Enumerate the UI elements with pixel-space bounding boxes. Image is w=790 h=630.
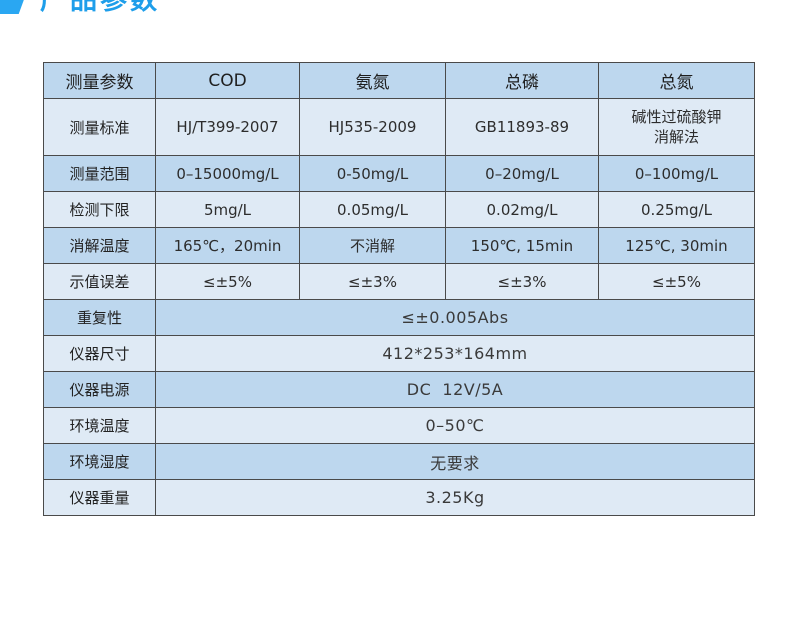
wide-value-cell: 0–50℃ — [155, 407, 755, 444]
value-cell: 0.02mg/L — [445, 191, 599, 228]
table-row-indication-error: 示值误差 ≤±5% ≤±3% ≤±3% ≤±5% — [43, 263, 755, 300]
table-row-instrument-size: 仪器尺寸 412*253*164mm — [43, 335, 755, 372]
value-cell: 150℃, 15min — [445, 227, 599, 264]
value-cell: 0-50mg/L — [299, 155, 446, 192]
value-cell: 0.05mg/L — [299, 191, 446, 228]
header-cell-total-nitrogen: 总氮 — [598, 62, 755, 99]
wide-value-cell: 无要求 — [155, 443, 755, 480]
value-line: 碱性过硫酸钾 — [631, 108, 722, 126]
value-cell: ≤±5% — [598, 263, 755, 300]
value-cell: ≤±3% — [445, 263, 599, 300]
header-cell-total-phosphorus: 总磷 — [445, 62, 599, 99]
value-cell: 165℃，20min — [155, 227, 300, 264]
row-label: 仪器尺寸 — [43, 335, 156, 372]
row-label: 测量范围 — [43, 155, 156, 192]
value-cell: ≤±3% — [299, 263, 446, 300]
product-parameters-table: 测量参数 COD 氨氮 总磷 总氮 测量标准 HJ/T399-2007 HJ53… — [43, 62, 755, 516]
row-label: 仪器重量 — [43, 479, 156, 516]
value-line: 消解法 — [653, 128, 699, 146]
header-cell-cod: COD — [155, 62, 300, 99]
value-cell: ≤±5% — [155, 263, 300, 300]
value-cell: 0–15000mg/L — [155, 155, 300, 192]
row-label: 检测下限 — [43, 191, 156, 228]
row-label: 测量标准 — [43, 98, 156, 156]
table-row-repeatability: 重复性 ≤±0.005Abs — [43, 299, 755, 336]
row-label: 消解温度 — [43, 227, 156, 264]
table-row-range: 测量范围 0–15000mg/L 0-50mg/L 0–20mg/L 0–100… — [43, 155, 755, 192]
row-label: 环境温度 — [43, 407, 156, 444]
row-label: 示值误差 — [43, 263, 156, 300]
section-header: 产品参数 — [0, 0, 790, 20]
table-row-instrument-weight: 仪器重量 3.25Kg — [43, 479, 755, 516]
table-row-standard: 测量标准 HJ/T399-2007 HJ535-2009 GB11893-89 … — [43, 98, 755, 156]
table-row-digestion-temperature: 消解温度 165℃，20min 不消解 150℃, 15min 125℃, 30… — [43, 227, 755, 264]
table-row-ambient-humidity: 环境湿度 无要求 — [43, 443, 755, 480]
value-cell: 0.25mg/L — [598, 191, 755, 228]
table-row-detection-limit: 检测下限 5mg/L 0.05mg/L 0.02mg/L 0.25mg/L — [43, 191, 755, 228]
row-label: 重复性 — [43, 299, 156, 336]
row-label: 环境湿度 — [43, 443, 156, 480]
value-cell: 碱性过硫酸钾 消解法 — [598, 98, 755, 156]
value-cell: 125℃, 30min — [598, 227, 755, 264]
wide-value-cell: 412*253*164mm — [155, 335, 755, 372]
section-title: 产品参数 — [40, 0, 160, 16]
value-cell: HJ/T399-2007 — [155, 98, 300, 156]
wide-value-cell: ≤±0.005Abs — [155, 299, 755, 336]
header-accent-bar — [0, 0, 26, 14]
value-cell: 5mg/L — [155, 191, 300, 228]
value-cell: 0–100mg/L — [598, 155, 755, 192]
value-cell: 不消解 — [299, 227, 446, 264]
value-cell: 0–20mg/L — [445, 155, 599, 192]
wide-value-cell: 3.25Kg — [155, 479, 755, 516]
row-label: 仪器电源 — [43, 371, 156, 408]
header-cell-ammonia-nitrogen: 氨氮 — [299, 62, 446, 99]
table-header-row: 测量参数 COD 氨氮 总磷 总氮 — [43, 62, 755, 99]
table-row-ambient-temperature: 环境温度 0–50℃ — [43, 407, 755, 444]
table-row-power-supply: 仪器电源 DC 12V/5A — [43, 371, 755, 408]
header-cell-parameter: 测量参数 — [43, 62, 156, 99]
value-cell: HJ535-2009 — [299, 98, 446, 156]
value-cell: GB11893-89 — [445, 98, 599, 156]
wide-value-cell: DC 12V/5A — [155, 371, 755, 408]
